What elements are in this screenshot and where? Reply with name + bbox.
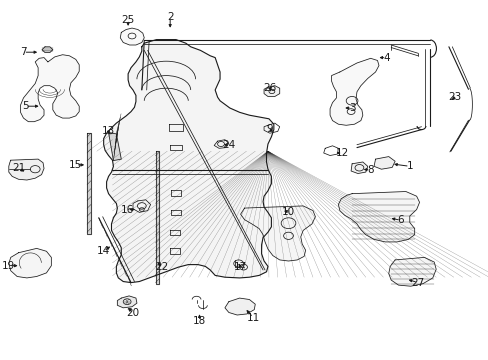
Text: 10: 10 bbox=[282, 207, 294, 217]
Polygon shape bbox=[224, 298, 255, 315]
Polygon shape bbox=[338, 192, 419, 242]
Text: 25: 25 bbox=[121, 15, 135, 25]
Text: 21: 21 bbox=[12, 163, 25, 174]
Polygon shape bbox=[108, 132, 121, 161]
Text: 24: 24 bbox=[222, 140, 235, 150]
Polygon shape bbox=[388, 257, 435, 286]
Text: 26: 26 bbox=[263, 83, 276, 93]
Polygon shape bbox=[9, 248, 51, 278]
Text: 2: 2 bbox=[166, 12, 173, 22]
Polygon shape bbox=[264, 86, 279, 96]
Text: 4: 4 bbox=[382, 53, 389, 63]
Text: 27: 27 bbox=[410, 278, 424, 288]
Text: 16: 16 bbox=[120, 204, 134, 215]
Text: 5: 5 bbox=[22, 101, 29, 111]
Text: 14: 14 bbox=[97, 246, 110, 256]
Text: 8: 8 bbox=[366, 165, 373, 175]
Text: 1: 1 bbox=[406, 161, 412, 171]
Text: 7: 7 bbox=[20, 47, 27, 57]
Text: 3: 3 bbox=[348, 103, 355, 113]
Polygon shape bbox=[20, 55, 79, 122]
Text: 22: 22 bbox=[155, 262, 169, 272]
Polygon shape bbox=[42, 47, 53, 53]
Text: 17: 17 bbox=[233, 262, 247, 272]
Polygon shape bbox=[240, 206, 315, 261]
Polygon shape bbox=[103, 40, 273, 283]
Text: 9: 9 bbox=[266, 124, 273, 134]
Text: 6: 6 bbox=[397, 215, 404, 225]
Polygon shape bbox=[373, 157, 394, 169]
Text: 20: 20 bbox=[126, 308, 139, 318]
Text: 11: 11 bbox=[246, 312, 260, 323]
Text: 15: 15 bbox=[69, 160, 82, 170]
Text: 12: 12 bbox=[335, 148, 348, 158]
Polygon shape bbox=[350, 162, 367, 174]
Text: 19: 19 bbox=[2, 261, 16, 271]
Polygon shape bbox=[329, 58, 378, 125]
Polygon shape bbox=[87, 133, 91, 234]
Polygon shape bbox=[155, 151, 159, 284]
Polygon shape bbox=[120, 28, 144, 45]
Polygon shape bbox=[117, 296, 137, 308]
Polygon shape bbox=[9, 159, 44, 180]
Text: 18: 18 bbox=[192, 316, 206, 326]
Text: 13: 13 bbox=[102, 126, 115, 136]
Text: 23: 23 bbox=[447, 92, 461, 102]
